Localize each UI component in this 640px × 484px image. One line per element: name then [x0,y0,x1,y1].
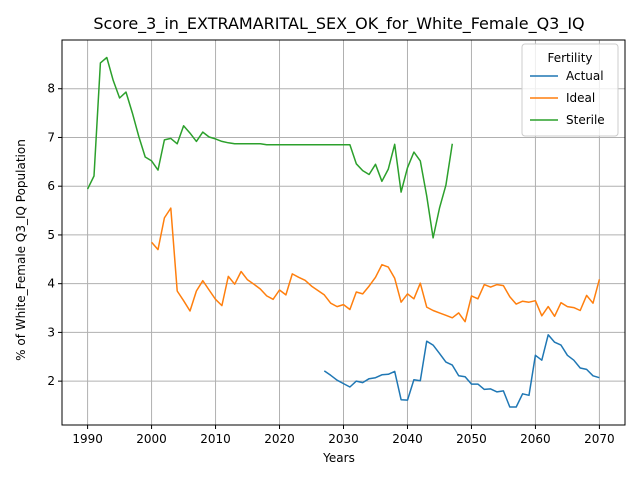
series-line-sterile [86,56,454,239]
legend-label-sterile: Sterile [566,113,605,127]
series-line-ideal [151,207,601,323]
chart-title: Score_3_in_EXTRAMARITAL_SEX_OK_for_White… [93,14,584,34]
x-tick-label: 2030 [328,432,359,446]
series-lines [86,56,601,408]
y-tick-label: 6 [47,179,55,193]
y-tick-label: 4 [47,277,55,291]
x-tick-label: 2050 [456,432,487,446]
legend-title: Fertility [547,51,592,65]
x-tick-label: 2070 [584,432,615,446]
y-tick-label: 7 [47,130,55,144]
legend-frame [521,43,619,137]
y-tick-label: 8 [47,82,55,96]
legend-label-actual: Actual [566,69,604,83]
x-tick-label: 2000 [136,432,167,446]
y-tick-label: 3 [47,325,55,339]
x-tick-label: 1990 [72,432,103,446]
x-tick-label: 2010 [200,432,231,446]
x-axis-label: Years [322,451,355,465]
x-tick-label: 2060 [520,432,551,446]
y-tick-label: 5 [47,228,55,242]
x-tick-label: 2040 [392,432,423,446]
y-axis-label: % of White_Female Q3_IQ Population [14,139,28,361]
x-axis: 1990 2000 2010 2020 2030 2040 2050 2060 2070 [72,425,615,446]
series-line-actual [323,334,600,408]
y-axis: 2 3 4 5 6 7 8 [47,82,62,388]
x-tick-label: 2020 [264,432,295,446]
legend-label-ideal: Ideal [566,91,595,105]
y-tick-label: 2 [47,374,55,388]
legend: Fertility Actual Ideal Sterile [521,43,619,137]
grid-lines [62,40,625,425]
